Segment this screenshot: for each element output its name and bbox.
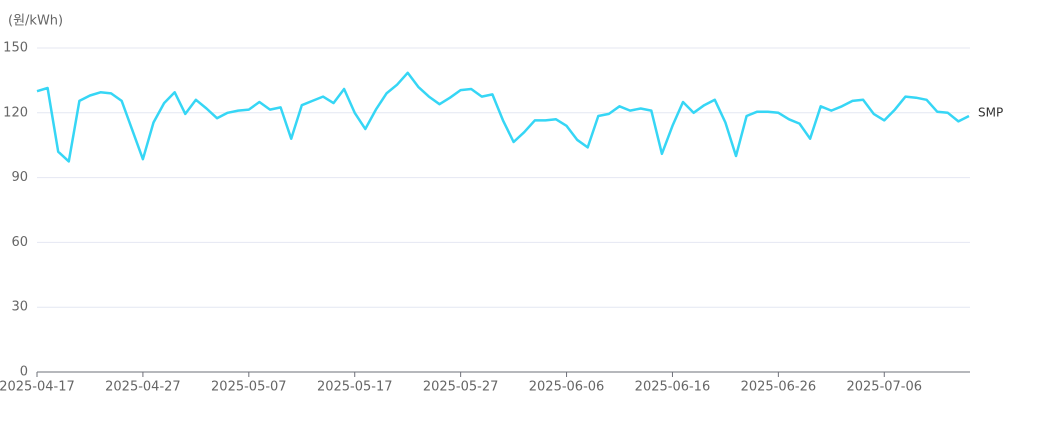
- x-tick-label: 2025-07-06: [846, 380, 922, 395]
- x-tick-label: 2025-05-27: [423, 380, 499, 395]
- y-tick-label: 120: [3, 105, 28, 120]
- x-tick-label: 2025-06-26: [741, 380, 817, 395]
- x-tick-label: 2025-04-17: [0, 380, 75, 395]
- y-tick-label: 30: [11, 300, 28, 315]
- x-tick-label: 2025-04-27: [105, 380, 181, 395]
- y-axis-label: (원/kWh): [8, 14, 63, 29]
- series-label: SMP: [978, 106, 1003, 120]
- x-tick-label: 2025-05-07: [211, 380, 287, 395]
- x-tick-label: 2025-06-16: [635, 380, 711, 395]
- y-tick-label: 90: [11, 170, 28, 185]
- x-tick-label: 2025-06-06: [529, 380, 605, 395]
- y-tick-label: 150: [3, 41, 28, 56]
- x-tick-label: 2025-05-17: [317, 380, 393, 395]
- y-tick-label: 60: [11, 235, 28, 250]
- y-tick-label: 0: [20, 365, 28, 380]
- line-series: [36, 71, 970, 163]
